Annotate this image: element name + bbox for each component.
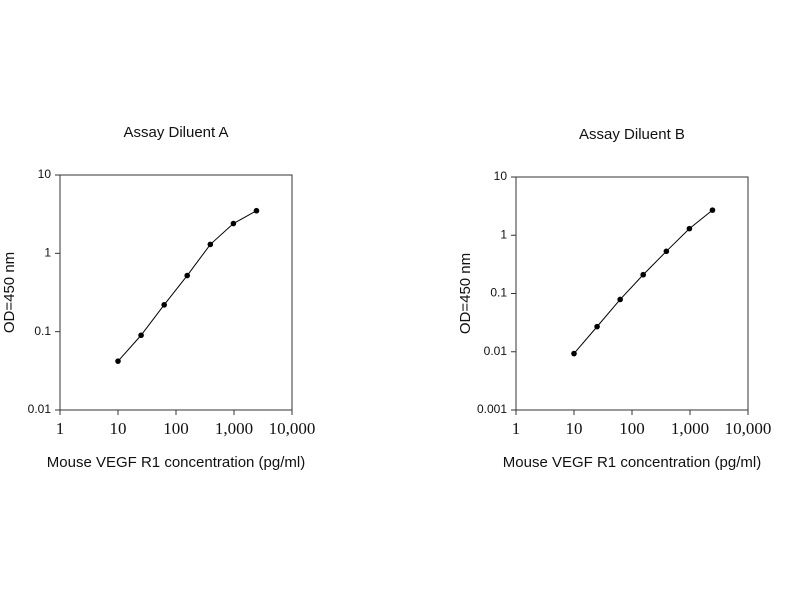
data-point [686,225,693,232]
x-tick-label: 1 [56,419,65,438]
data-point [617,296,623,303]
x-tick-label: 100 [619,419,645,438]
data-point [253,207,260,214]
x-tick-label: 1 [512,419,521,438]
x-tick-label: 1,000 [215,419,253,438]
data-point [709,207,716,213]
x-axis-label: Mouse VEGF R1 concentration (pg/ml) [503,454,761,471]
y-axis-label: OD=450 nm [457,253,474,334]
data-point [184,272,191,279]
data-point [640,271,647,278]
y-tick-label: 1 [500,227,507,241]
data-point [138,332,144,339]
data-point [230,220,237,227]
y-tick-label: 0.001 [477,402,507,416]
x-tick-label: 10 [566,419,583,438]
data-point [115,358,121,364]
y-tick-label: 0.01 [28,402,52,416]
x-tick-label: 100 [163,419,189,438]
y-tick-label: 10 [38,167,52,181]
y-tick-label: 10 [494,169,508,183]
data-point [663,248,670,255]
chart-title: Assay Diluent A [123,124,228,141]
y-axis-label: OD=450 nm [1,252,18,333]
x-tick-label: 10,000 [725,419,772,438]
data-point [161,302,167,308]
y-tick-label: 0.1 [490,286,507,300]
x-tick-label: 1,000 [671,419,709,438]
x-tick-label: 10 [110,419,127,438]
data-point [207,241,214,248]
data-line [573,209,713,354]
y-tick-label: 0.01 [484,344,508,358]
x-tick-label: 10,000 [269,419,316,438]
chart-title: Assay Diluent B [579,126,685,143]
data-line [117,210,257,362]
data-point [594,323,600,330]
y-tick-label: 0.1 [34,324,51,338]
y-tick-label: 1 [44,246,51,260]
data-point [571,350,577,357]
x-axis-label: Mouse VEGF R1 concentration (pg/ml) [47,454,305,471]
